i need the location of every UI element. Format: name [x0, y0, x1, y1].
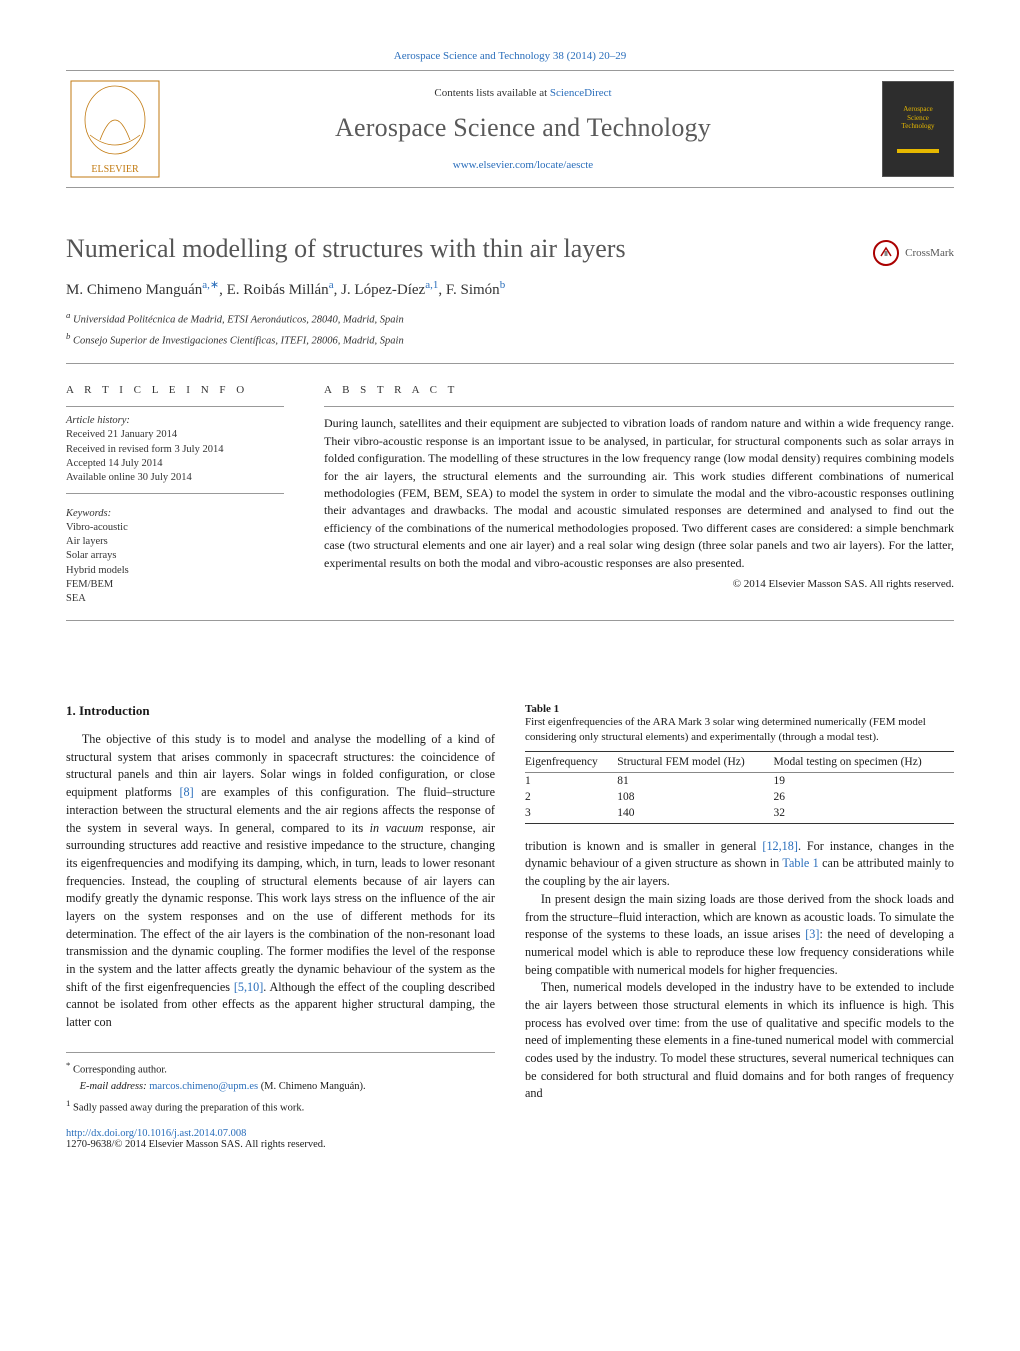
keyword-1: Vibro-acoustic — [66, 521, 284, 535]
paper-title: Numerical modelling of structures with t… — [66, 234, 954, 264]
keyword-5: FEM/BEM — [66, 578, 284, 592]
history-revised: Received in revised form 3 July 2014 — [66, 443, 284, 457]
table-header-row: Eigenfrequency Structural FEM model (Hz)… — [525, 751, 954, 772]
elsevier-logo: ELSEVIER — [66, 77, 164, 181]
table-1: Eigenfrequency Structural FEM model (Hz)… — [525, 751, 954, 824]
affiliation-b: b Consejo Superior de Investigaciones Ci… — [66, 330, 954, 349]
author-3-aff[interactable]: a,1 — [425, 279, 438, 291]
author-1: M. Chimeno Manguán — [66, 282, 202, 298]
author-email-link[interactable]: marcos.chimeno@upm.es — [149, 1081, 258, 1092]
contents-lists-line: Contents lists available at ScienceDirec… — [174, 87, 872, 99]
intro-para-2: tribution is known and is smaller in gen… — [525, 838, 954, 891]
abstract-label: A B S T R A C T — [324, 384, 954, 396]
doi-block: http://dx.doi.org/10.1016/j.ast.2014.07.… — [66, 1128, 495, 1150]
crossmark-icon — [873, 240, 899, 266]
cite-8[interactable]: [8] — [179, 785, 193, 799]
author-4: F. Simón — [446, 282, 500, 298]
section-1-heading: 1. Introduction — [66, 703, 495, 719]
cite-12-18[interactable]: [12,18] — [762, 839, 798, 853]
keyword-2: Air layers — [66, 535, 284, 549]
cite-3[interactable]: [3] — [805, 927, 819, 941]
affiliation-a: a Universidad Politécnica de Madrid, ETS… — [66, 309, 954, 328]
doi-link[interactable]: http://dx.doi.org/10.1016/j.ast.2014.07.… — [66, 1128, 246, 1139]
corresponding-author-note: Corresponding author. — [73, 1064, 167, 1075]
table-row: 210826 — [525, 789, 954, 805]
keywords-head: Keywords: — [66, 508, 284, 519]
article-info-label: A R T I C L E I N F O — [66, 384, 284, 396]
table-1-ref[interactable]: Table 1 — [782, 856, 818, 870]
keyword-6: SEA — [66, 592, 284, 606]
author-1-aff[interactable]: a,∗ — [202, 279, 219, 291]
authors-line: M. Chimeno Manguána,∗, E. Roibás Millána… — [66, 278, 954, 299]
crossmark-badge[interactable]: CrossMark — [873, 240, 954, 266]
table-col-3: Modal testing on specimen (Hz) — [773, 751, 954, 772]
issue-citation[interactable]: Aerospace Science and Technology 38 (201… — [66, 50, 954, 62]
author-2: E. Roibás Millán — [227, 282, 329, 298]
table-col-2: Structural FEM model (Hz) — [617, 751, 773, 772]
issn-copyright: 1270-9638/© 2014 Elsevier Masson SAS. Al… — [66, 1139, 495, 1150]
table-col-1: Eigenfrequency — [525, 751, 617, 772]
abstract-text: During launch, satellites and their equi… — [324, 415, 954, 572]
article-history-head: Article history: — [66, 415, 284, 426]
footnote-1: Sadly passed away during the preparation… — [73, 1102, 304, 1113]
journal-name: Aerospace Science and Technology — [174, 113, 872, 143]
intro-para-1: The objective of this study is to model … — [66, 731, 495, 1032]
elsevier-text: ELSEVIER — [91, 164, 139, 175]
cite-5-10[interactable]: [5,10] — [234, 980, 263, 994]
table-row: 314032 — [525, 805, 954, 824]
journal-cover-thumb: Aerospace Science Technology — [882, 81, 954, 177]
journal-header: ELSEVIER Contents lists available at Sci… — [66, 70, 954, 188]
table-1-caption: Table 1 First eigenfrequencies of the AR… — [525, 703, 954, 745]
intro-para-4: Then, numerical models developed in the … — [525, 979, 954, 1103]
keyword-4: Hybrid models — [66, 564, 284, 578]
keyword-3: Solar arrays — [66, 549, 284, 563]
table-row: 18119 — [525, 772, 954, 789]
history-online: Available online 30 July 2014 — [66, 471, 284, 485]
footnotes: * Corresponding author. E-mail address: … — [66, 1052, 495, 1116]
author-3: J. López-Díez — [341, 282, 425, 298]
author-4-aff[interactable]: b — [500, 279, 506, 291]
sciencedirect-link[interactable]: ScienceDirect — [550, 87, 612, 99]
abstract-copyright: © 2014 Elsevier Masson SAS. All rights r… — [324, 578, 954, 590]
intro-para-3: In present design the main sizing loads … — [525, 891, 954, 979]
history-accepted: Accepted 14 July 2014 — [66, 457, 284, 471]
journal-homepage-link[interactable]: www.elsevier.com/locate/aescte — [174, 159, 872, 171]
history-received: Received 21 January 2014 — [66, 428, 284, 442]
